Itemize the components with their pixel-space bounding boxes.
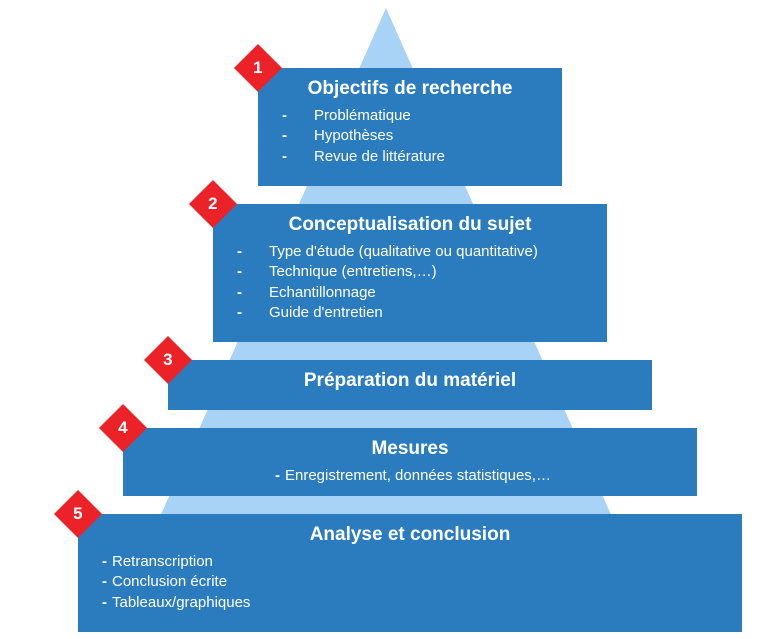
level-5-items: RetranscriptionConclusion écriteTableaux… bbox=[96, 552, 724, 613]
level-2-item: Technique (entretiens,…) bbox=[231, 262, 589, 282]
level-3-box: Préparation du matériel bbox=[168, 360, 652, 410]
level-4-number: 4 bbox=[118, 418, 127, 438]
level-5-box: Analyse et conclusion RetranscriptionConc… bbox=[78, 514, 742, 632]
level-2-item: Guide d'entretien bbox=[231, 303, 589, 323]
pyramid-diagram: Objectifs de recherche ProblématiqueHypot… bbox=[0, 0, 773, 639]
level-4-box: Mesures Enregistrement, données statistiq… bbox=[123, 428, 697, 496]
level-1-number: 1 bbox=[253, 58, 262, 78]
level-4-item: Enregistrement, données statistiques,… bbox=[269, 466, 551, 486]
level-2-items: Type d'étude (qualitative ou quantitativ… bbox=[231, 242, 589, 323]
level-3-title: Préparation du matériel bbox=[186, 370, 634, 392]
level-2-box: Conceptualisation du sujet Type d'étude (… bbox=[213, 204, 607, 342]
level-1-title: Objectifs de recherche bbox=[276, 78, 544, 100]
level-3-number: 3 bbox=[163, 350, 172, 370]
level-2-title: Conceptualisation du sujet bbox=[231, 214, 589, 236]
level-5-title: Analyse et conclusion bbox=[96, 524, 724, 546]
level-1-item: Problématique bbox=[276, 106, 544, 126]
level-1-item: Hypothèses bbox=[276, 126, 544, 146]
level-4-items: Enregistrement, données statistiques,… bbox=[269, 466, 551, 486]
level-5-item: Conclusion écrite bbox=[96, 572, 724, 592]
level-1-items: ProblématiqueHypothèsesRevue de littérat… bbox=[276, 106, 544, 167]
level-5-item: Tableaux/graphiques bbox=[96, 593, 724, 613]
level-1-box: Objectifs de recherche ProblématiqueHypot… bbox=[258, 68, 562, 186]
level-5-item: Retranscription bbox=[96, 552, 724, 572]
level-5-number: 5 bbox=[73, 504, 82, 524]
level-1-item: Revue de littérature bbox=[276, 147, 544, 167]
level-2-number: 2 bbox=[208, 194, 217, 214]
level-4-title: Mesures bbox=[141, 438, 679, 460]
level-2-item: Echantillonnage bbox=[231, 283, 589, 303]
level-2-item: Type d'étude (qualitative ou quantitativ… bbox=[231, 242, 589, 262]
